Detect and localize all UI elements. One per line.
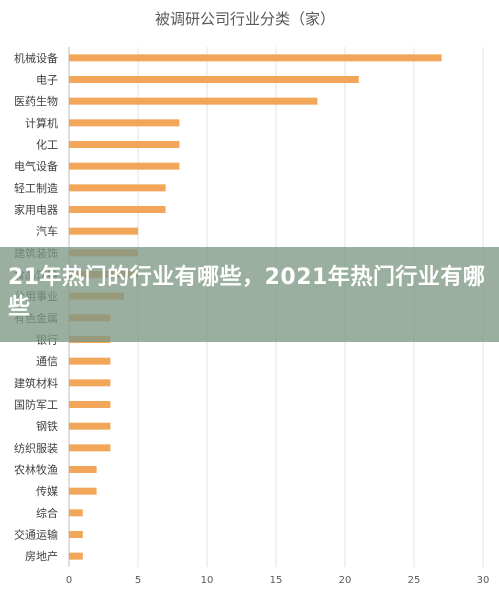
category-label: 电气设备 — [14, 159, 58, 173]
bar — [69, 509, 83, 517]
category-label: 机械设备 — [14, 51, 58, 65]
bar — [69, 184, 166, 192]
bar — [69, 119, 180, 127]
category-label: 家用电器 — [14, 203, 58, 217]
bar — [69, 444, 111, 452]
x-tick-labels: 0 5 10 15 20 25 30 — [66, 575, 490, 586]
category-label: 钢铁 — [36, 420, 58, 433]
bar — [69, 54, 442, 62]
bar — [69, 531, 83, 538]
x-tick-label: 5 — [135, 575, 141, 586]
bar — [69, 422, 111, 430]
x-tick-label: 30 — [477, 575, 490, 586]
category-label: 汽车 — [36, 224, 58, 238]
category-label: 电子 — [36, 74, 58, 87]
category-label: 农林牧渔 — [14, 463, 58, 477]
category-label: 国防军工 — [14, 398, 58, 412]
chart-title: 被调研公司行业分类（家） — [155, 10, 335, 28]
category-label: 通信 — [36, 355, 58, 368]
category-label: 纺织服装 — [14, 441, 58, 455]
bar — [69, 227, 138, 235]
category-label: 房地产 — [25, 549, 58, 563]
bar — [69, 552, 83, 560]
x-tick-label: 20 — [339, 575, 352, 586]
bar — [69, 466, 97, 473]
bar — [69, 487, 97, 495]
category-label: 建筑材料 — [14, 376, 58, 390]
category-label: 综合 — [36, 506, 58, 520]
category-label: 交通运输 — [14, 528, 58, 542]
bar — [69, 401, 111, 408]
x-tick-label: 0 — [66, 575, 72, 586]
x-tick-label: 15 — [270, 575, 283, 586]
bar — [69, 141, 180, 148]
bar — [69, 162, 180, 170]
headline-banner: 21年热门的行业有哪些，2021年热门行业有哪些 — [0, 247, 499, 342]
bar — [69, 76, 359, 83]
bar — [69, 357, 111, 365]
category-label: 轻工制造 — [14, 181, 58, 195]
bar — [69, 97, 318, 105]
x-tick-label: 25 — [408, 575, 421, 586]
bar — [69, 206, 166, 213]
bar — [69, 379, 111, 387]
category-label: 传媒 — [36, 485, 58, 498]
category-label: 计算机 — [25, 116, 58, 130]
category-label: 化工 — [36, 138, 58, 152]
category-label: 医药生物 — [14, 94, 58, 108]
x-tick-label: 10 — [201, 575, 214, 586]
headline-text: 21年热门的行业有哪些，2021年热门行业有哪些 — [8, 265, 486, 320]
